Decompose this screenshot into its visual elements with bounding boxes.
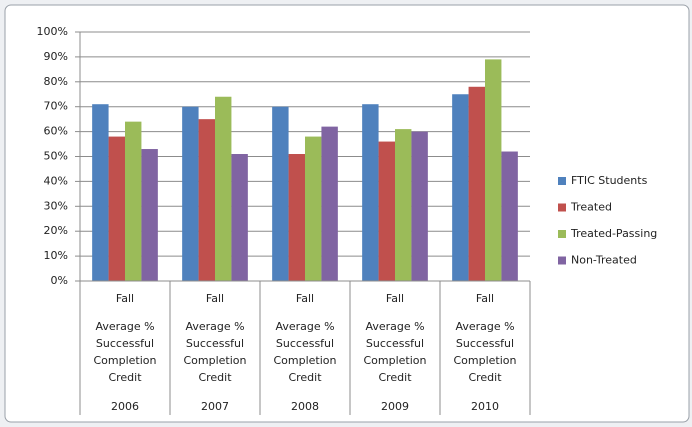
- y-tick-label: 70%: [44, 100, 68, 113]
- category-measure: Average %: [365, 320, 424, 333]
- category-measure: Completion: [183, 354, 246, 367]
- category-measure: Successful: [456, 337, 514, 350]
- bar: [92, 104, 109, 282]
- legend-swatch: [558, 177, 566, 185]
- bar: [288, 154, 305, 281]
- category-measure: Completion: [273, 354, 336, 367]
- y-tick-label: 60%: [44, 125, 68, 138]
- y-tick-label: 80%: [44, 75, 68, 88]
- category-measure: Average %: [185, 320, 244, 333]
- legend-label: Treated: [570, 201, 612, 214]
- y-tick-label: 90%: [44, 50, 68, 63]
- bar: [272, 106, 289, 281]
- y-tick-label: 100%: [37, 25, 68, 38]
- category-year: 2008: [291, 400, 319, 413]
- category-measure: Credit: [468, 371, 502, 384]
- category-term: Fall: [386, 292, 404, 305]
- bar: [395, 129, 412, 281]
- bar: [362, 104, 379, 282]
- bar: [215, 96, 232, 282]
- legend-label: Treated-Passing: [570, 227, 657, 240]
- bar: [321, 126, 338, 282]
- category-measure: Average %: [95, 320, 154, 333]
- category-year: 2007: [201, 400, 229, 413]
- bar: [411, 131, 428, 281]
- y-tick-label: 10%: [44, 249, 68, 262]
- category-term: Fall: [296, 292, 314, 305]
- legend-label: Non-Treated: [571, 254, 637, 267]
- bar: [125, 121, 142, 281]
- bar: [198, 119, 215, 282]
- category-term: Fall: [206, 292, 224, 305]
- category-measure: Credit: [288, 371, 322, 384]
- bar: [141, 149, 158, 281]
- category-term: Fall: [476, 292, 494, 305]
- legend-swatch: [558, 256, 566, 265]
- bar: [108, 136, 125, 281]
- category-year: 2006: [111, 400, 139, 413]
- bar: [182, 106, 199, 281]
- legend-label: FTIC Students: [571, 174, 648, 187]
- category-measure: Completion: [453, 354, 516, 367]
- bar: [468, 86, 485, 281]
- bar: [485, 59, 502, 281]
- category-measure: Average %: [455, 320, 514, 333]
- y-tick-label: 40%: [44, 174, 68, 187]
- category-year: 2010: [471, 400, 499, 413]
- y-tick-label: 30%: [44, 199, 68, 212]
- category-measure: Successful: [96, 337, 154, 350]
- bar: [231, 154, 248, 281]
- legend-swatch: [558, 203, 566, 212]
- category-measure: Successful: [366, 337, 424, 350]
- category-year: 2009: [381, 400, 409, 413]
- chart-frame: [4, 4, 690, 423]
- y-tick-label: 50%: [44, 150, 68, 163]
- category-measure: Completion: [363, 354, 426, 367]
- category-measure: Credit: [198, 371, 232, 384]
- category-measure: Credit: [378, 371, 412, 384]
- bar: [452, 94, 469, 281]
- legend-swatch: [558, 230, 566, 238]
- bar: [501, 151, 518, 281]
- category-measure: Completion: [93, 354, 156, 367]
- category-term: Fall: [116, 292, 134, 305]
- y-tick-label: 20%: [44, 224, 68, 237]
- bar: [378, 141, 395, 281]
- category-measure: Credit: [108, 371, 142, 384]
- y-tick-label: 0%: [51, 274, 68, 287]
- category-measure: Successful: [276, 337, 334, 350]
- bar: [305, 136, 322, 281]
- category-measure: Successful: [186, 337, 244, 350]
- category-measure: Average %: [275, 320, 334, 333]
